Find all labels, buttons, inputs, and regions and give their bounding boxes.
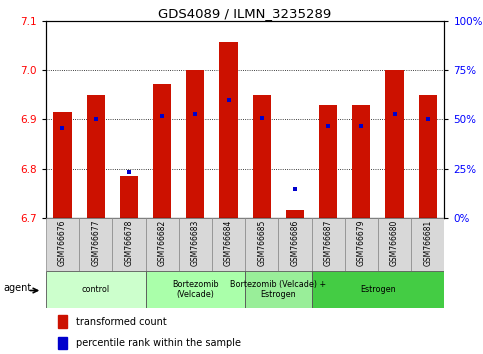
Text: Bortezomib
(Velcade): Bortezomib (Velcade) [172,280,219,299]
Text: GSM766681: GSM766681 [423,220,432,266]
Bar [120,176,138,218]
Bar [219,42,238,218]
Bar [312,218,345,271]
Text: agent: agent [4,282,32,292]
Bar [186,70,204,218]
Text: percentile rank within the sample: percentile rank within the sample [76,338,241,348]
Bar [286,210,304,218]
Point [424,116,432,122]
Bar [411,218,444,271]
Bar [319,105,337,218]
Bar [112,218,145,271]
Point [391,111,398,116]
Bar [46,271,145,308]
Point [357,123,365,129]
Text: GSM766685: GSM766685 [257,220,266,266]
Text: GSM766687: GSM766687 [324,220,333,266]
Point [291,187,299,192]
Point [225,97,232,103]
Bar [245,271,312,308]
Bar [179,218,212,271]
Bar [145,271,245,308]
Text: GSM766676: GSM766676 [58,220,67,266]
Bar [345,218,378,271]
Bar [378,218,411,271]
Point [191,111,199,116]
Bar [153,84,171,218]
Bar [312,271,444,308]
Text: Estrogen: Estrogen [360,285,396,294]
Point [258,116,266,121]
Text: control: control [82,285,110,294]
Text: GSM766678: GSM766678 [125,220,133,266]
Bar [86,95,105,218]
Bar [352,105,370,218]
Bar [253,95,271,218]
Title: GDS4089 / ILMN_3235289: GDS4089 / ILMN_3235289 [158,7,332,20]
Point [125,169,133,175]
Point [92,116,99,122]
Bar [419,95,437,218]
Text: GSM766677: GSM766677 [91,220,100,266]
Text: GSM766684: GSM766684 [224,220,233,266]
Bar [245,218,278,271]
Point [58,125,66,131]
Text: GSM766679: GSM766679 [357,220,366,266]
Bar [212,218,245,271]
Text: GSM766682: GSM766682 [157,220,167,266]
Text: transformed count: transformed count [76,317,167,327]
Bar [278,218,312,271]
Bar [58,337,68,349]
Point [324,124,332,129]
Text: Bortezomib (Velcade) +
Estrogen: Bortezomib (Velcade) + Estrogen [230,280,327,299]
Text: GSM766686: GSM766686 [290,220,299,266]
Bar [145,218,179,271]
Point [158,113,166,118]
Text: GSM766683: GSM766683 [191,220,200,266]
Bar [385,70,404,218]
Bar [53,112,71,218]
Bar [46,218,79,271]
Bar [58,315,68,328]
Bar [79,218,112,271]
Text: GSM766680: GSM766680 [390,220,399,266]
